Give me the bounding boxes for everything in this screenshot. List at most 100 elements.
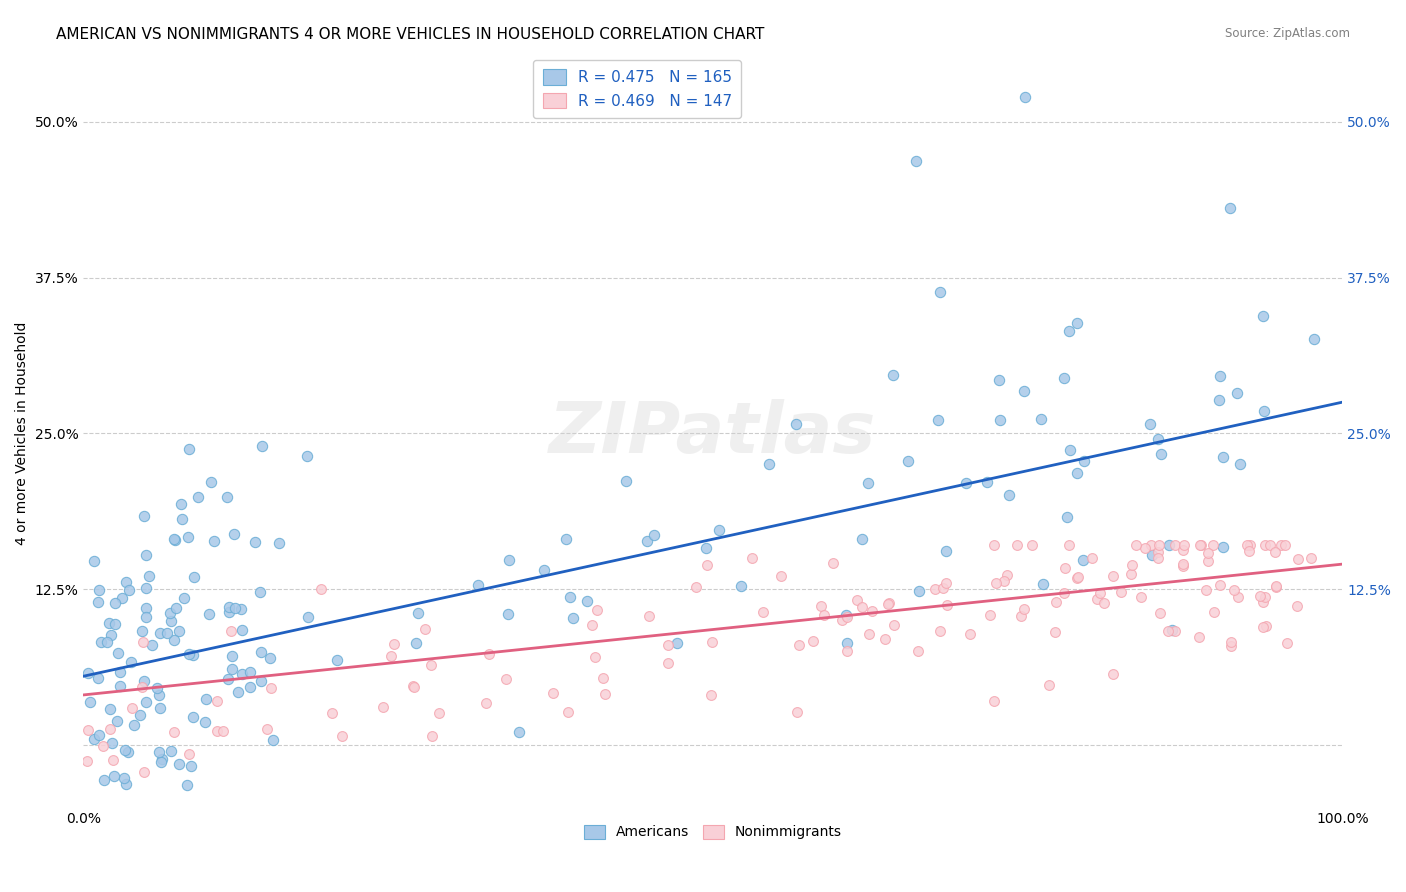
Point [187,490,209,504]
Point [165,601,187,615]
Point [262,732,284,747]
Point [560,591,582,605]
Point [406,606,429,620]
Point [222,527,245,541]
Point [758,457,780,471]
Point [114,777,136,791]
Point [643,528,665,542]
Point [309,582,332,596]
Point [1265,580,1288,594]
Point [89,583,111,598]
Point [1073,454,1095,468]
Point [1130,591,1153,605]
Point [860,604,883,618]
Legend: Americans, Nonimmigrants: Americans, Nonimmigrants [578,819,848,845]
Point [586,603,609,617]
Point [132,674,155,689]
Point [173,591,195,606]
Point [638,608,661,623]
Point [135,601,157,615]
Point [326,653,349,667]
Point [1188,630,1211,644]
Point [108,665,131,679]
Point [614,474,637,488]
Point [121,701,143,715]
Point [858,475,880,490]
Point [769,568,792,582]
Point [148,688,170,702]
Point [183,710,205,724]
Point [1147,538,1170,552]
Point [1197,546,1219,560]
Point [177,747,200,761]
Point [1066,467,1088,481]
Point [1189,538,1212,552]
Point [159,607,181,621]
Point [993,574,1015,588]
Point [1219,201,1241,215]
Point [576,594,599,608]
Point [1119,566,1142,581]
Point [533,563,555,577]
Point [332,729,354,743]
Point [1140,548,1163,562]
Point [149,701,172,715]
Point [979,607,1001,622]
Point [1201,538,1223,552]
Point [837,609,859,624]
Point [1071,553,1094,567]
Point [995,568,1018,582]
Point [239,665,262,680]
Point [131,681,153,695]
Point [707,524,730,538]
Point [256,723,278,737]
Point [1173,558,1195,572]
Point [927,413,949,427]
Point [935,543,957,558]
Point [239,680,262,694]
Point [194,714,217,729]
Point [107,714,129,729]
Point [87,595,110,609]
Point [741,551,763,566]
Point [402,679,425,693]
Point [1066,316,1088,330]
Point [97,615,120,630]
Point [111,591,134,605]
Point [163,725,186,739]
Point [1066,571,1088,585]
Point [834,608,856,623]
Point [467,578,489,592]
Point [1102,568,1125,582]
Point [907,584,929,599]
Point [1139,417,1161,431]
Point [221,649,243,664]
Point [700,635,723,649]
Point [321,706,343,721]
Point [877,597,900,611]
Point [1275,636,1298,650]
Point [117,745,139,759]
Point [636,534,658,549]
Point [267,536,290,550]
Point [1299,551,1322,566]
Point [1285,599,1308,613]
Point [998,488,1021,502]
Point [148,745,170,759]
Point [592,671,614,685]
Point [402,680,425,694]
Point [932,581,955,595]
Point [380,649,402,664]
Point [138,569,160,583]
Point [221,662,243,676]
Point [751,605,773,619]
Point [1209,578,1232,592]
Point [135,581,157,595]
Point [696,558,718,573]
Point [1197,554,1219,568]
Point [1045,595,1067,609]
Point [1053,560,1076,574]
Point [1223,582,1246,597]
Point [405,635,427,649]
Point [475,696,498,710]
